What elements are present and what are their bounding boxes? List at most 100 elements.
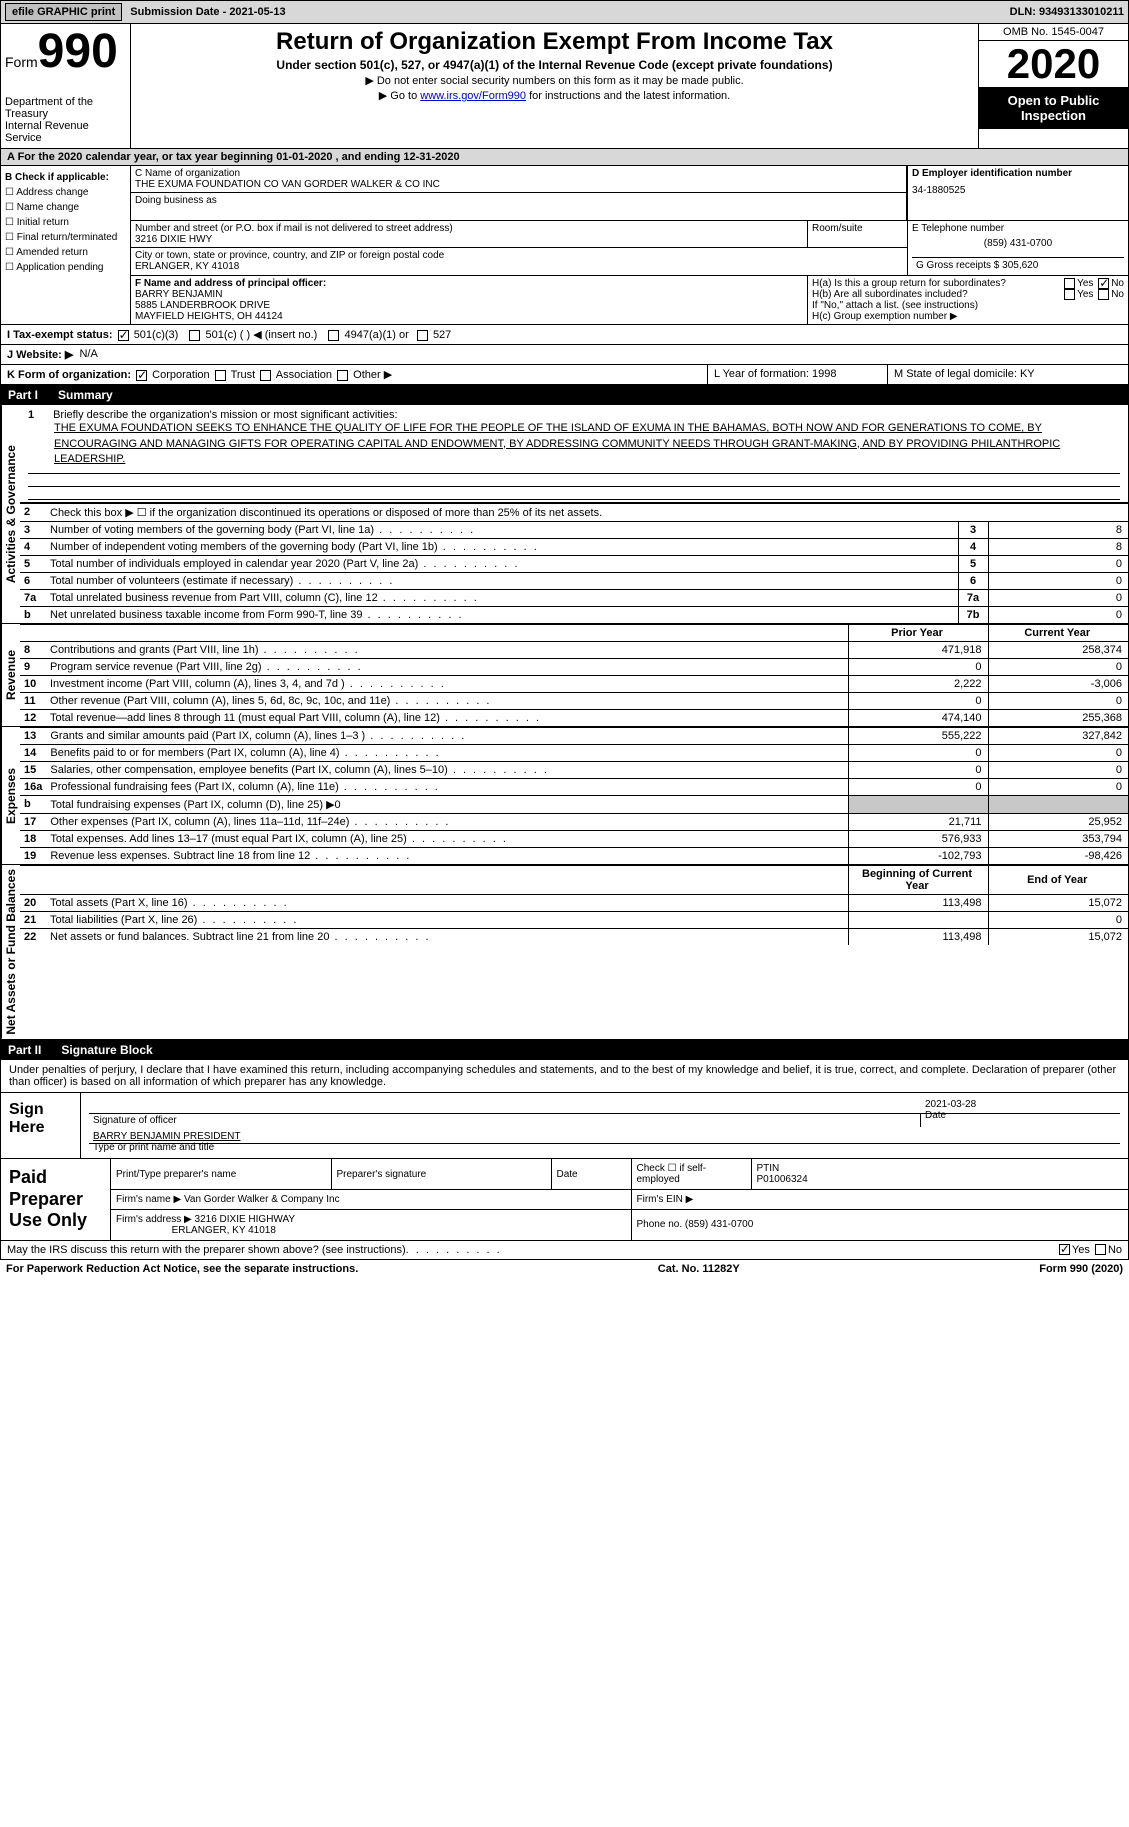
e-label: E Telephone number [912, 223, 1124, 234]
chk-app-pending[interactable]: ☐ Application pending [5, 260, 126, 275]
firm-addr2: ERLANGER, KY 41018 [172, 1225, 276, 1236]
row-k: K Form of organization: Corporation Trus… [0, 365, 1129, 385]
dept-treasury: Department of the Treasury [5, 96, 126, 120]
state-domicile: M State of legal domicile: KY [888, 365, 1128, 384]
sign-here: Sign Here [1, 1093, 81, 1158]
chk-final-return[interactable]: ☐ Final return/terminated [5, 230, 126, 245]
ein-value: 34-1880525 [912, 185, 1124, 196]
chk-trust[interactable] [215, 370, 226, 381]
sig-declaration: Under penalties of perjury, I declare th… [1, 1060, 1128, 1092]
col-prior: Prior Year [848, 625, 988, 642]
row-i: I Tax-exempt status: 501(c)(3) 501(c) ( … [0, 325, 1129, 345]
officer-name: BARRY BENJAMIN [135, 289, 803, 300]
sig-officer-label: Signature of officer [89, 1114, 920, 1127]
hc-label: H(c) Group exemption number ▶ [812, 311, 1124, 322]
chk-501c3[interactable] [118, 330, 129, 341]
street-cell: Number and street (or P.O. box if mail i… [131, 221, 807, 247]
b-heading: B Check if applicable: [5, 170, 126, 185]
discuss-no[interactable] [1095, 1244, 1106, 1255]
ha-no[interactable] [1098, 278, 1109, 289]
no-txt2: No [1111, 289, 1124, 300]
expenses-table: 13Grants and similar amounts paid (Part … [20, 727, 1128, 864]
chk-501c[interactable] [189, 330, 200, 341]
preparer-block: Paid Preparer Use Only Print/Type prepar… [0, 1159, 1129, 1241]
opt-assoc: Association [276, 369, 332, 381]
summary-governance: Activities & Governance 1 Briefly descri… [0, 405, 1129, 624]
identity-block: B Check if applicable: ☐ Address change … [0, 166, 1129, 325]
note-link: ▶ Go to www.irs.gov/Form990 for instruct… [139, 89, 970, 102]
website-value: N/A [79, 348, 97, 361]
section-c-name: C Name of organization THE EXUMA FOUNDAT… [131, 166, 907, 192]
form-subtitle: Under section 501(c), 527, or 4947(a)(1)… [139, 58, 970, 72]
summary-revenue: Revenue Prior YearCurrent Year 8Contribu… [0, 624, 1129, 727]
opt-4947: 4947(a)(1) or [345, 329, 409, 341]
chk-corp[interactable] [136, 370, 147, 381]
chk-amended[interactable]: ☐ Amended return [5, 245, 126, 260]
summary-netassets: Net Assets or Fund Balances Beginning of… [0, 865, 1129, 1040]
chk-address-change[interactable]: ☐ Address change [5, 185, 126, 200]
discuss-yes[interactable] [1059, 1244, 1070, 1255]
prep-date-hdr: Date [551, 1159, 631, 1190]
section-b: B Check if applicable: ☐ Address change … [1, 166, 131, 324]
f-label: F Name and address of principal officer: [135, 278, 803, 289]
room-cell: Room/suite [807, 221, 907, 247]
officer-addr2: MAYFIELD HEIGHTS, OH 44124 [135, 311, 803, 322]
note-post: for instructions and the latest informat… [526, 90, 730, 102]
chk-initial-return[interactable]: ☐ Initial return [5, 215, 126, 230]
no3: No [1108, 1244, 1122, 1256]
irs-link[interactable]: www.irs.gov/Form990 [420, 90, 526, 102]
col-begin: Beginning of Current Year [848, 866, 988, 895]
city-value: ERLANGER, KY 41018 [135, 261, 903, 272]
form-title: Return of Organization Exempt From Incom… [139, 28, 970, 56]
opt-other: Other ▶ [353, 369, 392, 381]
street-value: 3216 DIXIE HWY [135, 234, 803, 245]
section-e: E Telephone number (859) 431-0700 G Gros… [908, 221, 1128, 275]
form-990-num: 990 [38, 25, 118, 78]
part2-num: Part II [8, 1043, 41, 1057]
ha-label: H(a) Is this a group return for subordin… [812, 278, 1006, 289]
yes3: Yes [1072, 1244, 1090, 1256]
firm-name-label: Firm's name ▶ [116, 1194, 181, 1205]
section-d: D Employer identification number 34-1880… [908, 166, 1128, 220]
j-label: J Website: ▶ [7, 348, 73, 361]
netassets-table: Beginning of Current YearEnd of Year 20T… [20, 865, 1128, 945]
chk-527[interactable] [417, 330, 428, 341]
ha-yes[interactable] [1064, 278, 1075, 289]
line1-mission: 1 Briefly describe the organization's mi… [20, 405, 1128, 503]
bottom-line: For Paperwork Reduction Act Notice, see … [0, 1260, 1129, 1278]
part1-header: Part I Summary [0, 385, 1129, 405]
opt-corp: Corporation [152, 369, 209, 381]
irs: Internal Revenue Service [5, 120, 126, 144]
phone-value: (859) 431-0700 [912, 238, 1124, 249]
firm-addr1: 3216 DIXIE HIGHWAY [195, 1214, 296, 1225]
governance-table: 2Check this box ▶ ☐ if the organization … [20, 503, 1128, 623]
firm-phone: Phone no. (859) 431-0700 [631, 1209, 1128, 1240]
section-h: H(a) Is this a group return for subordin… [808, 276, 1128, 324]
section-g: G Gross receipts $ 305,620 [912, 257, 1124, 273]
signature-block: Under penalties of perjury, I declare th… [0, 1060, 1129, 1159]
prep-sig-hdr: Preparer's signature [331, 1159, 551, 1190]
hb-yes[interactable] [1064, 289, 1075, 300]
chk-other[interactable] [337, 370, 348, 381]
col-current: Current Year [988, 625, 1128, 642]
hb-no[interactable] [1098, 289, 1109, 300]
tax-year: 2020 [979, 41, 1128, 87]
yes-txt: Yes [1077, 278, 1093, 289]
prep-name-hdr: Print/Type preparer's name [111, 1159, 331, 1190]
firm-ein-label: Firm's EIN ▶ [631, 1190, 1128, 1209]
opt-501c: 501(c) ( ) ◀ (insert no.) [206, 329, 318, 341]
dln: DLN: 93493133010211 [1010, 6, 1124, 18]
side-netassets: Net Assets or Fund Balances [1, 865, 20, 1039]
part2-header: Part II Signature Block [0, 1040, 1129, 1060]
paid-preparer-label: Paid Preparer Use Only [1, 1159, 111, 1240]
chk-assoc[interactable] [260, 370, 271, 381]
note-pre: ▶ Go to [379, 90, 420, 102]
paperwork-notice: For Paperwork Reduction Act Notice, see … [6, 1263, 358, 1275]
ptin-value: P01006324 [757, 1174, 1124, 1185]
firm-addr-label: Firm's address ▶ [116, 1214, 192, 1225]
hb-label: H(b) Are all subordinates included? [812, 289, 968, 300]
chk-4947[interactable] [328, 330, 339, 341]
chk-name-change[interactable]: ☐ Name change [5, 200, 126, 215]
efile-print-button[interactable]: efile GRAPHIC print [5, 3, 122, 21]
opt-501c3: 501(c)(3) [134, 329, 179, 341]
